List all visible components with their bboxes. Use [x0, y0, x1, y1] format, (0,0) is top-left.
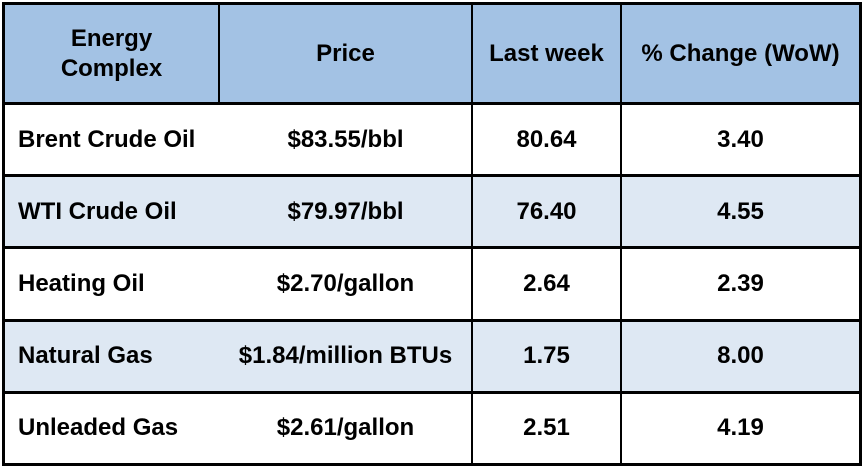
last-week-cell: 76.40 — [473, 177, 622, 247]
energy-complex-table: Energy Complex Price Last week % Change … — [2, 2, 862, 466]
commodity-name-cell: Unleaded Gas — [18, 414, 179, 442]
table-row: Heating Oil $2.70/gallon 2.64 2.39 — [5, 249, 859, 322]
commodity-name-cell: Heating Oil — [18, 270, 145, 297]
last-week-cell: 80.64 — [473, 105, 622, 175]
table-row: Brent Crude Oil $83.55/bbl 80.64 3.40 — [5, 105, 859, 178]
pct-change-cell: 4.19 — [717, 414, 764, 442]
table-row: Natural Gas $1.84/million BTUs 1.75 8.00 — [5, 321, 859, 394]
table-row: Unleaded Gas $2.61/gallon 2.51 4.19 — [5, 393, 859, 464]
price-cell: $1.84/million BTUs — [220, 321, 473, 391]
column-header-energy-complex: Energy Complex — [5, 5, 220, 102]
column-header-pct-change: % Change (WoW) — [641, 39, 840, 67]
column-header-last-week: Last week — [473, 5, 622, 102]
commodity-name-cell: Brent Crude Oil — [18, 125, 196, 153]
table-row: WTI Crude Oil $79.97/bbl 76.40 4.55 — [5, 177, 859, 250]
column-header-label: Energy Complex — [60, 24, 163, 82]
last-week-cell: 2.51 — [473, 393, 622, 464]
pct-change-cell: 4.55 — [717, 197, 764, 225]
commodity-name-cell: Natural Gas — [18, 342, 153, 370]
pct-change-cell: 3.40 — [717, 125, 764, 153]
last-week-cell: 1.75 — [473, 321, 622, 391]
last-week-cell: 2.64 — [473, 249, 622, 319]
column-header-price: Price — [220, 5, 473, 102]
commodity-name-cell: WTI Crude Oil — [18, 197, 177, 225]
price-cell: $2.70/gallon — [220, 249, 473, 319]
price-cell: $79.97/bbl — [220, 177, 473, 247]
price-cell: $83.55/bbl — [220, 105, 473, 175]
pct-change-cell: 8.00 — [717, 342, 764, 370]
table-header-row: Energy Complex Price Last week % Change … — [5, 5, 859, 105]
pct-change-cell: 2.39 — [717, 270, 764, 297]
price-cell: $2.61/gallon — [220, 393, 473, 464]
